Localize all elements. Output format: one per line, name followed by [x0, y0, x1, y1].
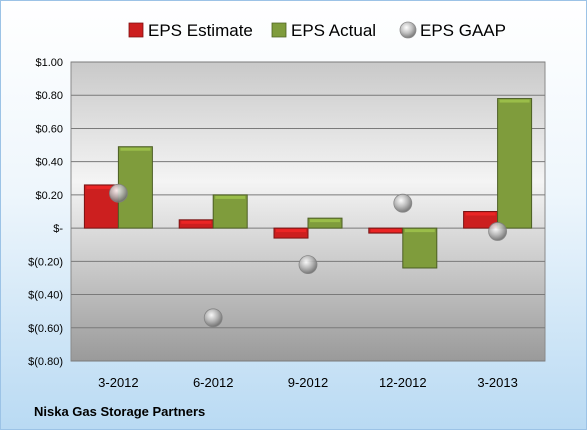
y-tick-label: $0.80 — [35, 90, 63, 102]
legend-item-estimate: EPS Estimate — [128, 21, 253, 40]
y-axis-ticks: $1.00 $0.80 $0.60 $0.40 $0.20 $- $(0.20) $(0.40… — [28, 57, 63, 368]
y-tick-label: $1.00 — [35, 57, 63, 69]
bar-eps-actual — [497, 98, 533, 229]
bar-highlight — [310, 219, 340, 223]
bar-eps-actual — [402, 227, 438, 269]
bar-highlight — [499, 99, 530, 103]
bar-highlight — [370, 229, 401, 233]
y-tick-label: $(0.20) — [28, 256, 63, 268]
legend-gaap-marker — [399, 21, 417, 39]
legend-item-actual: EPS Actual — [271, 21, 376, 40]
y-tick-label: $(0.60) — [28, 323, 63, 335]
y-tick-label: $0.60 — [35, 123, 63, 135]
gaap-marker — [109, 183, 128, 203]
legend-actual-swatch — [271, 22, 287, 38]
legend: EPS Estimate EPS Actual EPS GAAP — [128, 21, 506, 40]
x-tick-label: 12-2012 — [379, 375, 427, 390]
gaap-marker — [298, 255, 318, 275]
x-tick-label: 9-2012 — [288, 375, 328, 390]
legend-item-gaap: EPS GAAP — [399, 21, 506, 40]
y-tick-label: $0.40 — [35, 157, 63, 169]
company-name: Niska Gas Storage Partners — [34, 404, 205, 419]
bar-highlight — [465, 212, 496, 216]
x-axis-ticks: 3-2012 6-2012 9-2012 12-2012 3-2013 — [98, 375, 518, 390]
bar-highlight — [120, 147, 151, 151]
gaap-marker — [203, 308, 223, 328]
bar-highlight — [181, 220, 212, 224]
legend-estimate-label: EPS Estimate — [148, 21, 253, 40]
legend-gaap-label: EPS GAAP — [420, 21, 506, 40]
y-tick-label: $(0.40) — [28, 290, 63, 302]
bar-highlight — [404, 229, 435, 233]
bar-eps-actual — [307, 217, 343, 229]
legend-actual-label: EPS Actual — [291, 21, 376, 40]
y-tick-label: $0.20 — [35, 190, 63, 202]
gaap-marker — [393, 193, 413, 213]
gaap-markers — [109, 183, 508, 328]
bar-highlight — [215, 195, 246, 199]
x-tick-label: 3-2013 — [477, 375, 517, 390]
bar-eps-estimate — [273, 227, 309, 239]
bar-eps-actual — [212, 194, 248, 229]
gaap-marker — [488, 222, 508, 241]
bar-highlight — [86, 185, 117, 189]
legend-estimate-swatch — [128, 22, 144, 38]
y-tick-label: $- — [53, 223, 63, 235]
bar-highlight — [276, 229, 306, 233]
x-tick-label: 3-2012 — [98, 375, 138, 390]
y-tick-label: $(0.80) — [28, 356, 63, 368]
x-tick-label: 6-2012 — [193, 375, 233, 390]
